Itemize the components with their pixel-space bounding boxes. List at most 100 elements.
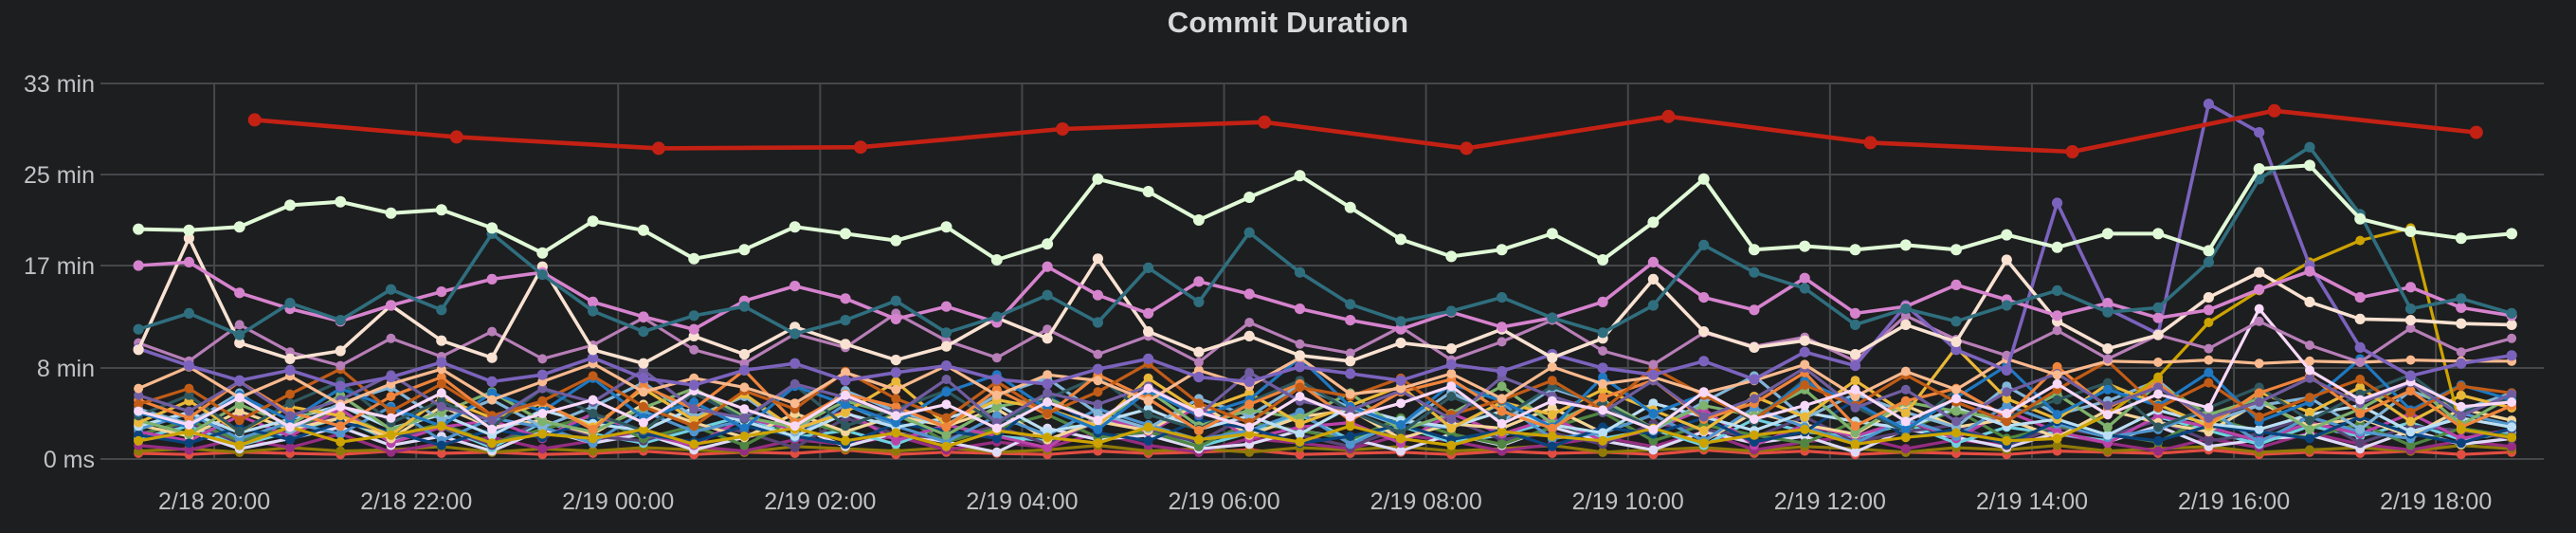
data-point-gold[interactable] [1547,410,1557,420]
data-point-teal[interactable] [284,298,296,309]
data-point-golddark[interactable] [1698,438,1709,449]
data-point-mint[interactable] [1647,216,1660,229]
data-point-green[interactable] [1497,381,1507,392]
data-point-darkorange[interactable] [638,401,648,412]
data-point-orchid[interactable] [1345,315,1356,326]
data-point-steel[interactable] [336,429,346,439]
data-point-teal[interactable] [1597,327,1608,339]
data-point-peach[interactable] [991,390,1002,400]
data-point-purple[interactable] [1749,394,1759,404]
data-point-mint[interactable] [2051,241,2063,253]
data-point-palepink[interactable] [1093,415,1103,426]
data-point-purple[interactable] [789,378,800,389]
data-point-mint[interactable] [1294,170,1306,182]
data-point-peach[interactable] [789,398,800,409]
data-point-navy[interactable] [436,440,446,450]
data-point-mint[interactable] [233,221,245,233]
data-point-peach[interactable] [2204,355,2214,365]
data-point-golddark[interactable] [638,424,648,434]
data-point-orange[interactable] [336,421,346,432]
data-point-mint[interactable] [2304,159,2315,172]
data-point-golddark[interactable] [1497,427,1507,437]
data-point-violet[interactable] [234,375,245,386]
data-point-orchid[interactable] [1799,272,1810,284]
data-point-palepink[interactable] [789,421,800,432]
data-point-teal[interactable] [638,326,649,338]
data-point-gold[interactable] [891,377,901,387]
data-point-mint[interactable] [2001,229,2013,241]
data-point-palepink[interactable] [2305,365,2314,376]
data-point-orchid[interactable] [2304,266,2315,277]
data-point-deepmagenta[interactable] [184,445,194,455]
data-point-red[interactable] [2065,145,2079,158]
data-point-mint[interactable] [486,222,499,234]
data-point-gold[interactable] [336,411,346,421]
data-point-orange[interactable] [1497,406,1507,416]
data-point-palepink[interactable] [2507,397,2517,407]
data-point-violet[interactable] [940,360,952,372]
data-point-teal[interactable] [1143,262,1154,273]
data-point-navy[interactable] [2305,433,2314,444]
data-point-orange[interactable] [2355,409,2366,418]
data-point-violet[interactable] [638,373,649,384]
data-point-seashell[interactable] [1143,326,1154,338]
data-point-lavender[interactable] [1396,446,1406,456]
data-point-darkorange[interactable] [285,389,295,399]
data-point-palepink[interactable] [1850,384,1860,395]
data-point-mint[interactable] [587,215,599,228]
data-point-blue[interactable] [1396,420,1406,430]
data-point-steel[interactable] [991,411,1002,421]
data-point-orange[interactable] [1900,395,1911,406]
data-point-orchid[interactable] [588,296,599,307]
data-point-golddark[interactable] [2456,424,2466,434]
data-point-golddark[interactable] [1193,434,1204,445]
data-point-purple[interactable] [1345,405,1355,415]
data-point-darkorange[interactable] [1093,387,1103,397]
data-point-golddark[interactable] [2153,372,2164,382]
data-point-palepink[interactable] [1043,397,1053,407]
data-point-mint[interactable] [1142,186,1154,197]
data-point-palepink[interactable] [1295,392,1305,401]
data-point-peach[interactable] [638,387,648,397]
data-point-navy[interactable] [285,434,295,445]
data-point-golddark[interactable] [2204,318,2214,327]
data-point-purple[interactable] [2204,413,2214,423]
data-point-seashell[interactable] [1799,335,1810,346]
data-point-palepurple[interactable] [2456,347,2466,358]
data-point-teal[interactable] [840,315,851,326]
data-point-gold[interactable] [1143,373,1153,383]
data-point-blue[interactable] [2102,384,2113,395]
data-point-teal[interactable] [1799,283,1810,294]
data-point-green[interactable] [2102,422,2113,432]
data-point-blue[interactable] [2052,410,2062,420]
data-point-purple[interactable] [1951,416,1961,427]
data-point-magenta[interactable] [891,435,901,446]
data-point-golddark[interactable] [891,428,901,438]
data-point-slate[interactable] [588,409,598,418]
data-point-green[interactable] [991,401,1002,412]
data-point-red[interactable] [449,130,463,144]
data-point-red[interactable] [651,141,665,156]
data-point-violet[interactable] [1143,353,1154,364]
data-point-violet[interactable] [789,358,801,369]
data-point-orange[interactable] [184,413,194,423]
data-point-gold[interactable] [841,407,850,417]
data-point-golddark[interactable] [2052,433,2062,444]
data-point-orchid[interactable] [1597,296,1608,307]
data-point-gold[interactable] [2405,416,2416,427]
data-point-seashell[interactable] [436,335,447,346]
data-point-deepmagenta[interactable] [2507,441,2517,451]
data-point-orchid[interactable] [1395,323,1406,335]
data-point-darkorange[interactable] [1193,398,1204,409]
data-point-palepink[interactable] [134,406,144,416]
data-point-olive[interactable] [588,446,598,456]
data-point-purple[interactable] [2507,389,2517,399]
data-point-orchid[interactable] [840,293,851,304]
data-point-palepurple[interactable] [1093,349,1103,359]
data-point-green[interactable] [537,416,548,427]
data-point-orchid[interactable] [1143,307,1154,319]
data-point-mint[interactable] [1899,239,1912,251]
data-point-teal[interactable] [1395,316,1406,327]
data-point-deepmagenta[interactable] [1900,444,1911,454]
